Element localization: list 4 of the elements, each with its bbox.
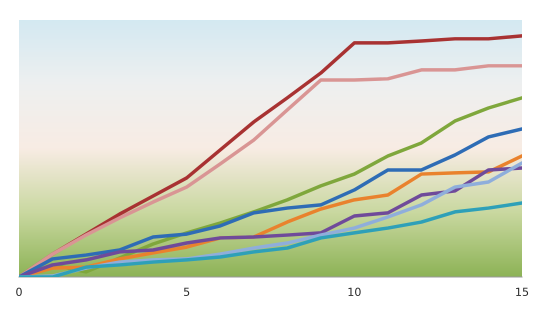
x-tick-label: 15 [516, 288, 528, 296]
x-tick-label: 0 [16, 288, 22, 296]
x-tick-label: 5 [184, 288, 190, 296]
x-tick-label: 10 [348, 288, 361, 296]
